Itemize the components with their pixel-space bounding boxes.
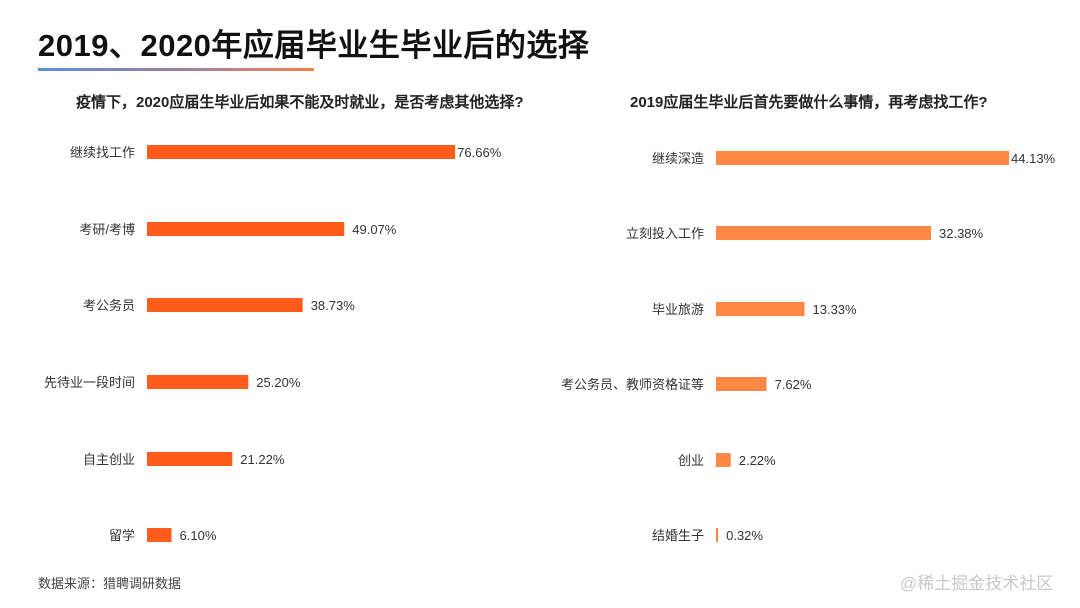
right-category-label: 考公务员、教师资格证等: [561, 377, 704, 392]
right-data-label: 0.32%: [726, 528, 763, 543]
left-data-label: 21.22%: [240, 452, 285, 467]
left-category-label: 考公务员: [83, 298, 135, 313]
page-title: 2019、2020年应届毕业生毕业后的选择: [38, 28, 590, 63]
right-category-label: 继续深造: [652, 151, 704, 166]
left-data-label: 76.66%: [457, 145, 502, 160]
left-category-label: 自主创业: [83, 452, 135, 467]
left-category-label: 考研/考博: [79, 222, 135, 237]
right-data-label: 7.62%: [775, 377, 812, 392]
right-chart-title: 2019应届生毕业后首先要做什么事情，再考虑找工作?: [630, 94, 988, 111]
left-bar: [147, 452, 233, 466]
right-bar: [716, 226, 932, 240]
left-data-label: 6.10%: [180, 528, 217, 543]
left-category-label: 继续找工作: [70, 145, 135, 160]
right-data-label: 32.38%: [939, 226, 984, 241]
left-data-label: 38.73%: [311, 298, 356, 313]
left-category-label: 留学: [109, 528, 135, 543]
left-data-label: 49.07%: [352, 222, 397, 237]
right-data-label: 44.13%: [1011, 151, 1056, 166]
left-chart-title: 疫情下，2020应届生毕业后如果不能及时就业，是否考虑其他选择?: [76, 94, 524, 111]
left-bar: [147, 375, 249, 389]
right-category-label: 立刻投入工作: [626, 226, 704, 241]
right-data-label: 2.22%: [739, 453, 776, 468]
left-bar: [147, 145, 456, 159]
right-bar: [716, 453, 731, 467]
right-bar: [716, 377, 767, 391]
left-category-label: 先待业一段时间: [44, 375, 135, 390]
left-data-label: 25.20%: [256, 375, 301, 390]
right-bar: [716, 302, 805, 316]
right-bar: [716, 528, 719, 542]
right-category-label: 结婚生子: [652, 528, 704, 543]
title-underline: [38, 68, 314, 71]
left-bar: [147, 222, 345, 236]
right-category-label: 创业: [678, 453, 704, 468]
right-category-label: 毕业旅游: [652, 302, 704, 317]
right-data-label: 13.33%: [813, 302, 858, 317]
watermark: @稀土掘金技术社区: [900, 574, 1054, 593]
data-source: 数据来源：猎聘调研数据: [38, 576, 182, 591]
left-bar: [147, 528, 172, 542]
right-bar: [716, 151, 1010, 165]
left-bar: [147, 298, 303, 312]
